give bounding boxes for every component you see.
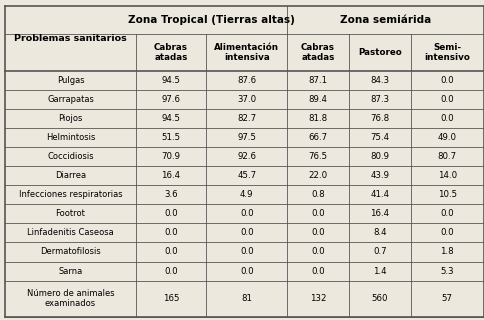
Text: Diarrea: Diarrea [55, 171, 86, 180]
Text: 57: 57 [442, 294, 453, 303]
Text: 80.7: 80.7 [438, 152, 457, 161]
Text: 0.0: 0.0 [311, 209, 325, 218]
Text: 0.0: 0.0 [240, 228, 254, 237]
Text: 76.8: 76.8 [370, 114, 389, 123]
Text: 14.0: 14.0 [438, 171, 457, 180]
Text: 132: 132 [310, 294, 326, 303]
Text: Coccidiosis: Coccidiosis [47, 152, 94, 161]
Text: 0.0: 0.0 [164, 228, 178, 237]
Text: Helmintosis: Helmintosis [46, 133, 95, 142]
Text: 22.0: 22.0 [308, 171, 328, 180]
Text: Dermatofilosis: Dermatofilosis [40, 247, 101, 256]
Text: 0.0: 0.0 [440, 209, 454, 218]
Text: 0.0: 0.0 [311, 247, 325, 256]
Text: 0.0: 0.0 [240, 267, 254, 276]
Text: 5.3: 5.3 [440, 267, 454, 276]
Text: 66.7: 66.7 [308, 133, 328, 142]
Text: 41.4: 41.4 [370, 190, 389, 199]
Text: 0.0: 0.0 [440, 114, 454, 123]
Text: Infecciones respiratorias: Infecciones respiratorias [19, 190, 122, 199]
Text: 81: 81 [242, 294, 252, 303]
Text: 51.5: 51.5 [162, 133, 181, 142]
Text: 1.8: 1.8 [440, 247, 454, 256]
Text: 3.6: 3.6 [164, 190, 178, 199]
Text: Sarna: Sarna [59, 267, 83, 276]
Text: 82.7: 82.7 [237, 114, 257, 123]
Text: 89.4: 89.4 [309, 95, 328, 104]
Text: 16.4: 16.4 [370, 209, 389, 218]
Text: 92.6: 92.6 [237, 152, 257, 161]
Text: Piojos: Piojos [58, 114, 83, 123]
Text: 0.0: 0.0 [440, 95, 454, 104]
Text: 4.9: 4.9 [240, 190, 254, 199]
Text: 8.4: 8.4 [373, 228, 387, 237]
Text: Problemas sanitarios: Problemas sanitarios [14, 34, 127, 43]
Text: 560: 560 [372, 294, 388, 303]
Text: 49.0: 49.0 [438, 133, 457, 142]
Text: 0.0: 0.0 [311, 267, 325, 276]
Text: 0.7: 0.7 [373, 247, 387, 256]
Text: 94.5: 94.5 [162, 114, 181, 123]
Text: 0.0: 0.0 [164, 247, 178, 256]
Text: 0.8: 0.8 [311, 190, 325, 199]
Text: 87.3: 87.3 [370, 95, 389, 104]
Text: 0.0: 0.0 [311, 228, 325, 237]
Text: Pastoreo: Pastoreo [358, 48, 402, 57]
Text: Cabras
atadas: Cabras atadas [301, 43, 335, 62]
Text: 0.0: 0.0 [240, 247, 254, 256]
Text: 70.9: 70.9 [162, 152, 181, 161]
Text: 10.5: 10.5 [438, 190, 457, 199]
Text: 0.0: 0.0 [164, 267, 178, 276]
Text: 84.3: 84.3 [370, 76, 389, 84]
Text: 81.8: 81.8 [308, 114, 328, 123]
Text: 80.9: 80.9 [370, 152, 389, 161]
Text: 0.0: 0.0 [240, 209, 254, 218]
Text: 0.0: 0.0 [440, 76, 454, 84]
Text: Footrot: Footrot [56, 209, 85, 218]
Text: Zona Tropical (Tierras altas): Zona Tropical (Tierras altas) [128, 15, 295, 25]
Text: 45.7: 45.7 [237, 171, 257, 180]
Text: Número de animales
examinados: Número de animales examinados [27, 289, 114, 308]
Text: 97.5: 97.5 [237, 133, 257, 142]
Text: Alimentación
intensiva: Alimentación intensiva [214, 43, 279, 62]
Text: 0.0: 0.0 [440, 228, 454, 237]
Text: 76.5: 76.5 [308, 152, 328, 161]
Text: Cabras
atadas: Cabras atadas [154, 43, 188, 62]
Text: Linfadenitis Caseosa: Linfadenitis Caseosa [27, 228, 114, 237]
Text: Garrapatas: Garrapatas [47, 95, 94, 104]
Text: 94.5: 94.5 [162, 76, 181, 84]
Text: 1.4: 1.4 [373, 267, 387, 276]
Text: 0.0: 0.0 [164, 209, 178, 218]
Text: 97.6: 97.6 [162, 95, 181, 104]
Text: Semi-
intensivo: Semi- intensivo [424, 43, 470, 62]
Text: 165: 165 [163, 294, 179, 303]
Text: 87.1: 87.1 [308, 76, 328, 84]
Text: 16.4: 16.4 [162, 171, 181, 180]
Text: 87.6: 87.6 [237, 76, 257, 84]
Text: Pulgas: Pulgas [57, 76, 84, 84]
Text: 37.0: 37.0 [237, 95, 257, 104]
Text: Zona semiárida: Zona semiárida [340, 15, 431, 25]
Text: 75.4: 75.4 [370, 133, 389, 142]
Text: 43.9: 43.9 [370, 171, 389, 180]
